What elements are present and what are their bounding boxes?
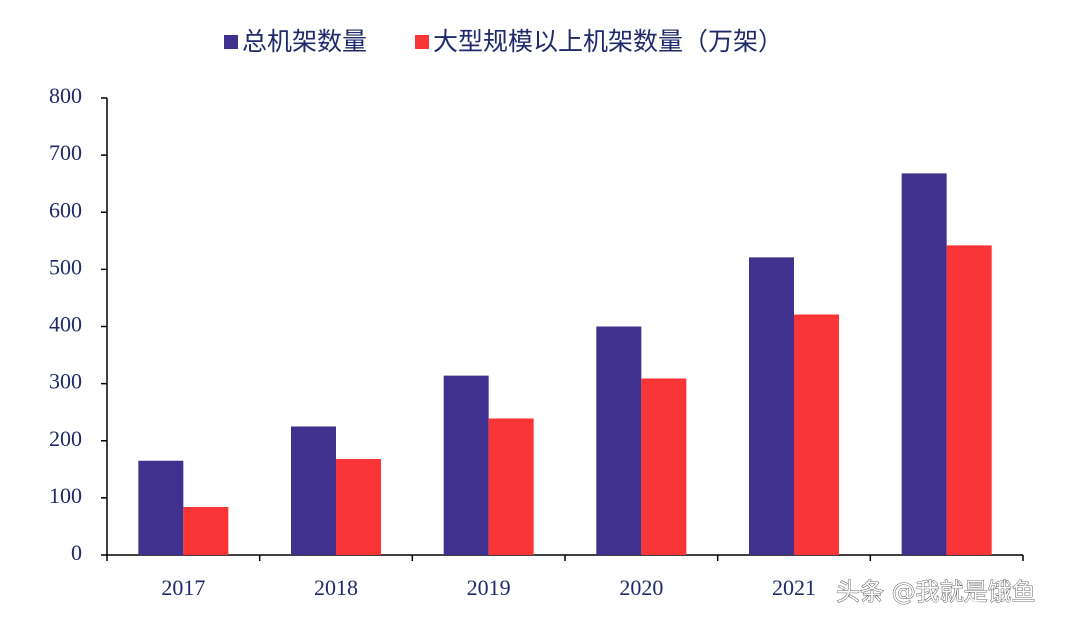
x-tick-label: 2020 xyxy=(619,575,663,600)
bar xyxy=(183,507,229,555)
watermark: 头条 @我就是饿鱼 xyxy=(836,578,1036,606)
bar xyxy=(749,257,794,555)
y-tick-label: 0 xyxy=(71,540,82,565)
legend-label: 总机架数量 xyxy=(242,27,367,56)
y-tick-label: 100 xyxy=(49,483,82,508)
y-tick-label: 500 xyxy=(49,254,82,279)
bar xyxy=(336,459,381,555)
bar xyxy=(488,418,534,555)
bar xyxy=(596,326,642,555)
bar xyxy=(641,378,687,555)
bar xyxy=(946,245,992,555)
legend-label: 大型规模以上机架数量（万架） xyxy=(433,27,783,56)
bar xyxy=(901,173,947,555)
legend-swatch xyxy=(415,35,430,49)
y-tick-label: 800 xyxy=(49,83,82,108)
y-tick-label: 600 xyxy=(49,197,82,222)
x-tick-label: 2021 xyxy=(772,575,816,600)
y-tick-label: 700 xyxy=(49,140,82,165)
y-tick-label: 400 xyxy=(49,312,82,337)
y-tick-label: 300 xyxy=(49,369,82,394)
y-tick-label: 200 xyxy=(49,426,82,451)
bar xyxy=(443,375,489,555)
x-tick-label: 2017 xyxy=(161,575,205,600)
bar xyxy=(138,460,184,555)
bar xyxy=(291,426,336,555)
x-tick-label: 2018 xyxy=(314,575,358,600)
legend-swatch xyxy=(224,35,238,49)
bar xyxy=(794,314,839,555)
x-tick-label: 2019 xyxy=(467,575,511,600)
